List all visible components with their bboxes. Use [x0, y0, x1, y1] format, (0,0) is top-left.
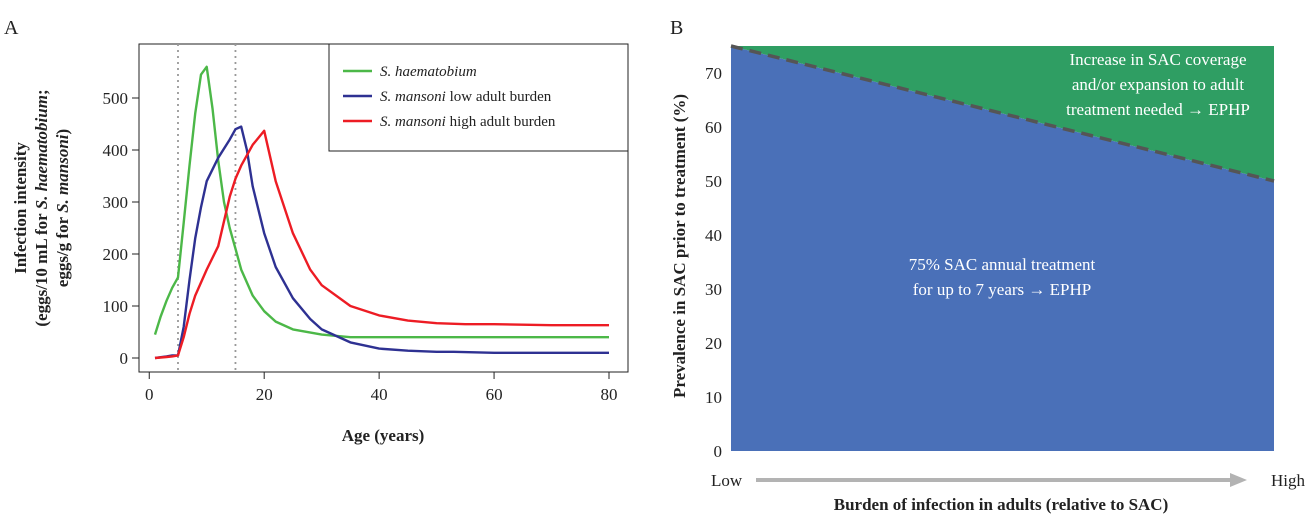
y-axis-label: Infection intensity (eggs/10 mL for S. ha… [11, 89, 72, 326]
y-tick-label: 30 [705, 280, 722, 299]
series-line [153, 65, 609, 339]
region-label-line: and/or expansion to adult [1072, 75, 1245, 94]
y-tick-label: 20 [705, 334, 722, 353]
x-high-label: High [1271, 471, 1306, 490]
x-low-label: Low [711, 471, 743, 490]
x-axis-label-b: Burden of infection in adults (relative … [834, 495, 1169, 514]
y-label-line-2: (eggs/10 mL for S. haematobium; [32, 89, 51, 326]
y-axis-label-b: Prevalence in SAC prior to treatment (%) [670, 94, 689, 398]
y-tick-label: 0 [120, 349, 129, 368]
x-tick-label: 0 [145, 385, 154, 404]
legend-species: S. haematobium [380, 64, 477, 80]
x-tick-label: 40 [371, 385, 388, 404]
y-tick-label: 70 [705, 64, 722, 83]
y-label-part: ) [53, 129, 72, 135]
y-tick-label: 40 [705, 226, 722, 245]
y-tick-label: 60 [705, 118, 722, 137]
y-tick-label: 500 [103, 89, 129, 108]
x-axis-label: Age (years) [342, 426, 425, 445]
y-tick-label: 100 [103, 297, 129, 316]
legend-entry: S. haematobium [380, 64, 477, 80]
panel-b-label: B [670, 17, 683, 39]
legend-box [328, 43, 629, 152]
y-label-line-1: Infection intensity [11, 142, 30, 274]
region-label-line: treatment needed → EPHP [1066, 100, 1250, 119]
y-label-part: S. haematobium [32, 95, 51, 209]
region-label-line: Increase in SAC coverage [1069, 50, 1246, 69]
y-label-part: eggs/g for [53, 213, 72, 287]
y-label-line-3: eggs/g for S. mansoni) [53, 129, 72, 287]
legend-descriptor: low adult burden [446, 89, 552, 105]
y-label-part: (eggs/10 mL for [32, 209, 51, 326]
threshold-dashed-line [730, 44, 1275, 183]
y-tick-label: 10 [705, 388, 722, 407]
series-line [154, 125, 609, 360]
legend-entry: S. mansoni high adult burden [380, 114, 556, 130]
region-label-line: for up to 7 years → EPHP [913, 280, 1091, 299]
y-label-part: S. mansoni [53, 134, 72, 213]
x-tick-label: 20 [256, 385, 273, 404]
legend-species: S. mansoni [380, 114, 446, 130]
y-label-part: ; [32, 89, 51, 95]
x-arrow-head [1230, 473, 1247, 487]
panel-a-label: A [4, 17, 19, 39]
y-tick-label: 0 [714, 442, 723, 461]
y-tick-label: 200 [103, 245, 129, 264]
legend-descriptor: high adult burden [446, 114, 556, 130]
legend-entry: S. mansoni low adult burden [380, 89, 552, 105]
region-label-line: 75% SAC annual treatment [909, 255, 1096, 274]
series-line [154, 129, 609, 360]
x-tick-label: 60 [486, 385, 503, 404]
y-tick-label: 50 [705, 172, 722, 191]
x-tick-label: 80 [601, 385, 618, 404]
y-tick-label: 400 [103, 141, 129, 160]
legend-species: S. mansoni [380, 89, 446, 105]
y-tick-label: 300 [103, 193, 129, 212]
